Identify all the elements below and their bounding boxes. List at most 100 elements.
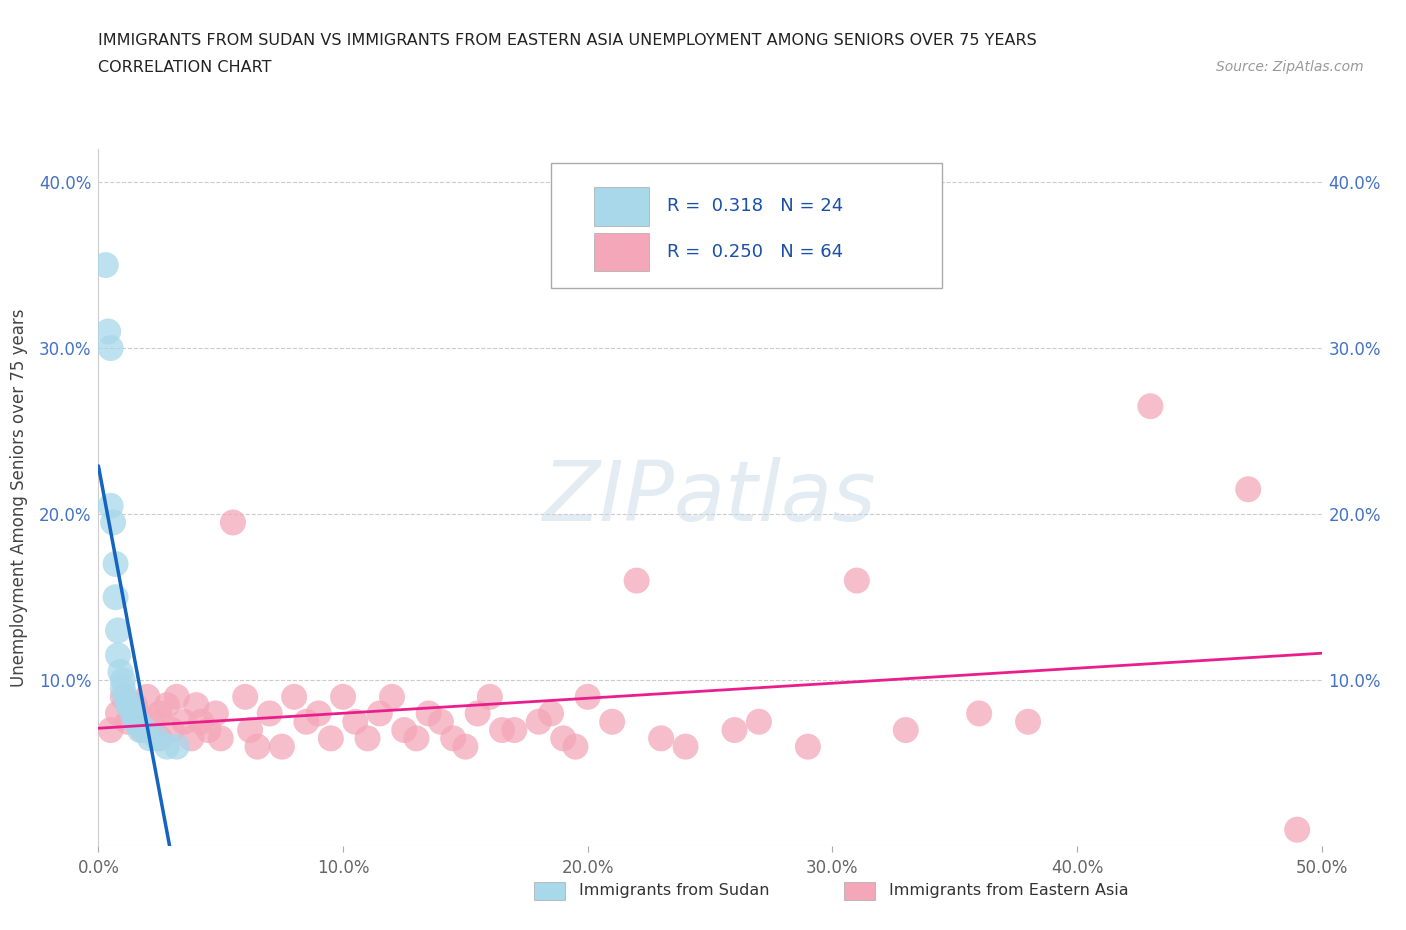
Point — [139, 731, 162, 746]
Text: Source: ZipAtlas.com: Source: ZipAtlas.com — [1216, 60, 1364, 74]
Point — [564, 739, 586, 754]
Point — [127, 714, 149, 729]
FancyBboxPatch shape — [551, 163, 942, 288]
Point — [131, 723, 153, 737]
Point — [111, 689, 134, 704]
Point — [540, 706, 562, 721]
Point — [1139, 399, 1161, 414]
Point — [205, 706, 228, 721]
Point — [381, 689, 404, 704]
Point — [308, 706, 330, 721]
Point — [491, 723, 513, 737]
Text: CORRELATION CHART: CORRELATION CHART — [98, 60, 271, 75]
Point — [797, 739, 820, 754]
Point — [110, 665, 132, 680]
Point — [845, 573, 868, 588]
Text: Immigrants from Eastern Asia: Immigrants from Eastern Asia — [889, 884, 1128, 898]
Point — [104, 590, 127, 604]
Point — [209, 731, 232, 746]
Point — [553, 731, 575, 746]
Point — [233, 689, 256, 704]
Point — [156, 739, 179, 754]
Point — [270, 739, 294, 754]
FancyBboxPatch shape — [593, 187, 650, 226]
Point — [197, 723, 219, 737]
Point — [149, 731, 172, 746]
Text: Immigrants from Sudan: Immigrants from Sudan — [579, 884, 769, 898]
Point — [246, 739, 269, 754]
Point — [104, 556, 127, 571]
Point — [418, 706, 440, 721]
Point — [166, 739, 188, 754]
Point — [129, 723, 152, 737]
Point — [146, 731, 169, 746]
Point — [527, 714, 550, 729]
FancyBboxPatch shape — [593, 232, 650, 271]
Point — [149, 706, 172, 721]
Point — [180, 731, 202, 746]
Point — [124, 714, 146, 729]
Point — [186, 698, 208, 712]
Point — [160, 723, 183, 737]
Point — [894, 723, 917, 737]
Y-axis label: Unemployment Among Seniors over 75 years: Unemployment Among Seniors over 75 years — [10, 309, 28, 686]
Text: IMMIGRANTS FROM SUDAN VS IMMIGRANTS FROM EASTERN ASIA UNEMPLOYMENT AMONG SENIORS: IMMIGRANTS FROM SUDAN VS IMMIGRANTS FROM… — [98, 33, 1038, 47]
Text: R =  0.250   N = 64: R = 0.250 N = 64 — [668, 243, 844, 260]
Point — [117, 698, 139, 712]
Point — [430, 714, 453, 729]
Point — [134, 723, 156, 737]
Point — [166, 689, 188, 704]
Point — [156, 698, 179, 712]
Point — [1237, 482, 1260, 497]
Point — [111, 681, 134, 696]
Point — [100, 498, 122, 513]
Point — [344, 714, 367, 729]
Point — [675, 739, 697, 754]
Point — [478, 689, 501, 704]
Point — [111, 672, 134, 687]
Point — [392, 723, 416, 737]
Point — [101, 515, 124, 530]
Point — [117, 714, 139, 729]
Text: ZIPatlas: ZIPatlas — [543, 457, 877, 538]
Point — [97, 324, 120, 339]
Point — [441, 731, 464, 746]
Text: R =  0.318   N = 24: R = 0.318 N = 24 — [668, 197, 844, 216]
Point — [503, 723, 526, 737]
Point — [967, 706, 990, 721]
Point — [190, 714, 212, 729]
Point — [723, 723, 745, 737]
Point — [120, 698, 142, 712]
Point — [405, 731, 427, 746]
Point — [295, 714, 318, 729]
Point — [107, 623, 129, 638]
Point — [368, 706, 391, 721]
Point — [114, 689, 136, 704]
Point — [107, 706, 129, 721]
Point — [141, 714, 163, 729]
Point — [124, 698, 146, 712]
Point — [100, 723, 122, 737]
Point — [222, 515, 245, 530]
Point — [576, 689, 599, 704]
Point — [283, 689, 305, 704]
Point — [600, 714, 623, 729]
Point — [239, 723, 262, 737]
Point — [259, 706, 281, 721]
Point — [94, 258, 117, 272]
Point — [356, 731, 378, 746]
Point — [136, 689, 159, 704]
Point — [100, 340, 122, 355]
Point — [454, 739, 477, 754]
Point — [467, 706, 489, 721]
Point — [1286, 822, 1309, 837]
Point — [1017, 714, 1039, 729]
Point — [748, 714, 770, 729]
Point — [650, 731, 672, 746]
Point — [173, 714, 195, 729]
Point — [319, 731, 342, 746]
Point — [107, 648, 129, 663]
Point — [121, 706, 143, 721]
Point — [332, 689, 354, 704]
Point — [626, 573, 648, 588]
